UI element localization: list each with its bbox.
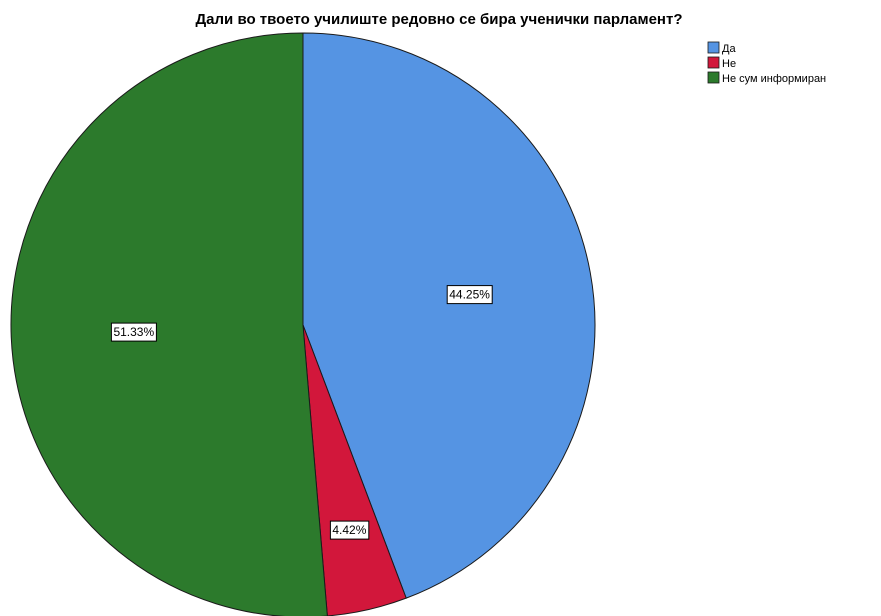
legend: Да Не Не сум информиран xyxy=(707,41,826,85)
legend-swatch xyxy=(707,56,720,69)
pie-slice-category-3 xyxy=(10,32,328,616)
data-labels: 44.25% 4.42% 51.33% xyxy=(110,285,493,540)
legend-item-category-1: Да xyxy=(707,41,736,55)
legend-label: Да xyxy=(722,43,736,55)
data-label-box xyxy=(446,285,493,305)
data-label-category-3: 51.33% xyxy=(110,322,157,342)
legend-swatch xyxy=(707,71,720,84)
data-label-text: 51.33% xyxy=(113,325,154,339)
legend-swatch xyxy=(707,41,720,54)
chart-title: Дали во твоето училиште редовно се бира … xyxy=(196,11,683,28)
data-label-category-1: 44.25% xyxy=(446,285,493,305)
data-label-text: 4.42% xyxy=(332,523,366,537)
legend-label: Не xyxy=(722,58,736,70)
legend-item-category-2: Не xyxy=(707,56,736,70)
legend-label: Не сум информиран xyxy=(722,73,826,85)
data-label-box xyxy=(329,520,370,540)
data-label-category-2: 4.42% xyxy=(329,520,370,540)
data-label-text: 44.25% xyxy=(449,288,490,302)
pie-slice-category-1 xyxy=(302,32,596,599)
data-label-box xyxy=(110,322,157,342)
pie-slices xyxy=(10,32,596,616)
legend-item-category-3: Не сум информиран xyxy=(707,71,826,85)
